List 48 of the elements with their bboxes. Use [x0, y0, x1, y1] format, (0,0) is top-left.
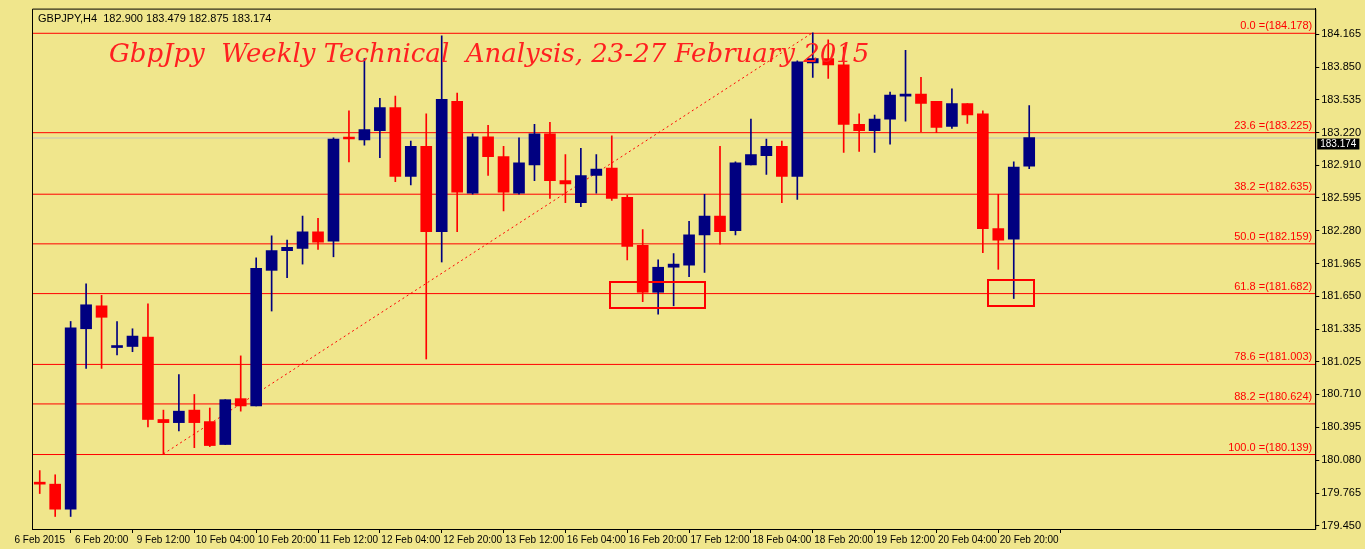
x-tick-label: 19 Feb 12:00 [876, 533, 936, 545]
chart-subtitle: GBPJPY,H4 182.900 183.479 182.875 183.174 [38, 11, 272, 24]
x-tick-label: 9 Feb 12:00 [136, 533, 191, 545]
x-tick-label: 20 Feb 04:00 [937, 533, 998, 545]
y-tick-label: 180.395 [1321, 420, 1361, 433]
y-tick-label: 183.535 [1321, 92, 1361, 105]
x-tick-label: 16 Feb 20:00 [628, 533, 689, 545]
x-tick-label: 6 Feb 20:00 [74, 533, 129, 545]
y-tick-label: 181.025 [1321, 354, 1361, 367]
ref-line-label: 78.6 =(181.003) [1234, 350, 1313, 363]
ref-line-label: 88.2 =(180.624) [1234, 389, 1313, 402]
x-tick-label: 12 Feb 20:00 [443, 533, 503, 545]
ref-line-label: 0.0 =(184.178) [1240, 19, 1313, 32]
ref-line-label: 183.174 [1320, 137, 1357, 149]
y-tick-label: 183.220 [1321, 125, 1361, 138]
x-tick-label: 12 Feb 04:00 [381, 533, 441, 545]
x-tick-label: 10 Feb 04:00 [195, 533, 256, 545]
x-tick-label: 6 Feb 2015 [14, 533, 66, 545]
candlestick [281, 239, 293, 278]
x-tick-label: 20 Feb 20:00 [999, 533, 1060, 545]
ref-line-label: 100.0 =(180.139) [1228, 440, 1313, 453]
ref-line-label: 61.8 =(181.682) [1234, 279, 1313, 292]
y-tick-label: 184.165 [1321, 27, 1361, 40]
y-tick-label: 183.850 [1321, 60, 1361, 73]
y-tick-label: 182.595 [1321, 190, 1361, 203]
y-tick-label: 179.765 [1321, 486, 1361, 499]
candlestick [173, 374, 185, 432]
x-tick-label: 17 Feb 12:00 [690, 533, 750, 545]
candlestick [111, 321, 123, 356]
ref-line-label: 23.6 =(183.225) [1234, 118, 1313, 131]
y-tick-label: 181.335 [1321, 322, 1361, 335]
candlestick [745, 118, 757, 166]
x-tick-label: 18 Feb 04:00 [752, 533, 812, 545]
candlestick [590, 154, 603, 194]
x-tick-label: 13 Feb 12:00 [505, 533, 565, 545]
ref-line-label: 50.0 =(182.159) [1234, 229, 1313, 242]
x-tick-label: 18 Feb 20:00 [814, 533, 874, 545]
y-tick-label: 180.710 [1321, 387, 1361, 400]
y-tick-label: 181.965 [1321, 256, 1361, 269]
x-tick-label: 16 Feb 04:00 [566, 533, 627, 545]
y-tick-label: 179.450 [1321, 518, 1361, 531]
ref-line-label: 38.2 =(182.635) [1234, 180, 1313, 193]
y-tick-label: 181.650 [1321, 289, 1361, 302]
y-tick-label: 180.080 [1321, 453, 1361, 466]
x-tick-label: 10 Feb 20:00 [257, 533, 318, 545]
y-tick-label: 182.280 [1321, 223, 1361, 236]
y-tick-label: 182.910 [1321, 158, 1361, 171]
x-tick-label: 11 Feb 12:00 [319, 533, 379, 545]
